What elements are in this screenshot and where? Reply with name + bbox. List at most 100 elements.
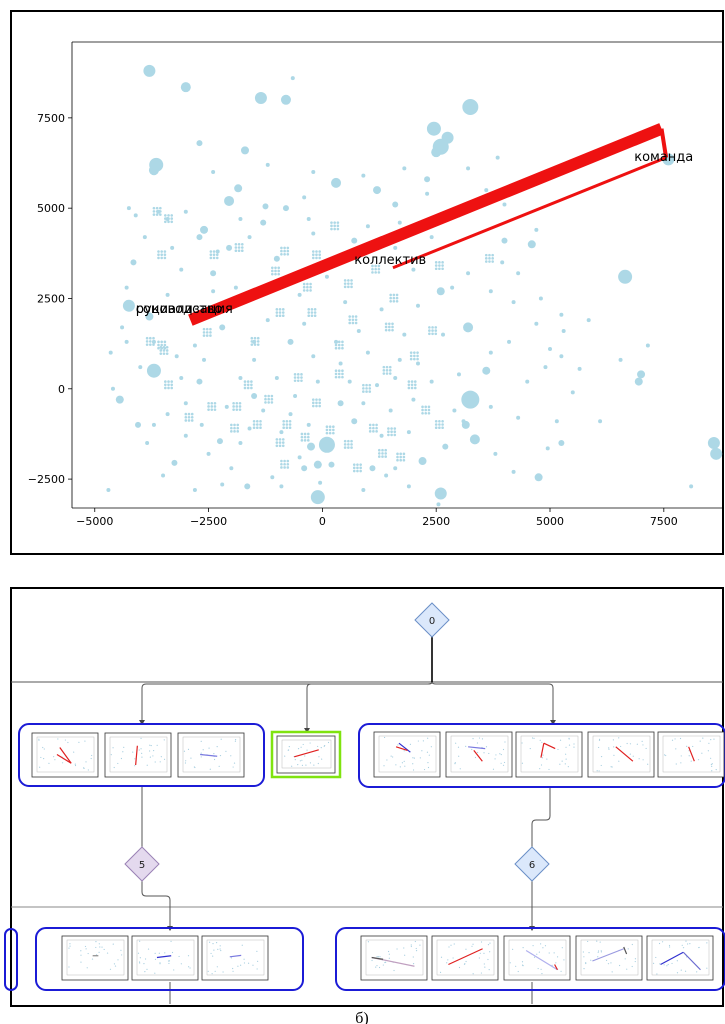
plot-thumbnail[interactable]: [61, 935, 129, 981]
plot-thumbnail[interactable]: [201, 935, 269, 981]
plot-thumbnail[interactable]: [360, 935, 428, 981]
thumbnail-dot: [710, 757, 712, 759]
node-6[interactable]: 6: [514, 846, 550, 882]
data-point: [235, 401, 239, 405]
plot-thumbnail[interactable]: [373, 731, 441, 778]
thumbnail-dot: [112, 747, 114, 749]
data-point: [318, 436, 335, 453]
data-point: [157, 346, 160, 350]
data-point: [410, 383, 414, 387]
thumbnail-dot: [154, 958, 157, 960]
data-point: [347, 443, 350, 446]
data-point: [402, 166, 407, 171]
data-point: [461, 419, 466, 424]
thumbnail-dot: [509, 962, 511, 964]
thumbnail-dot: [376, 956, 378, 958]
thumbnail-dot: [95, 946, 97, 949]
data-point: [230, 426, 233, 430]
data-point: [332, 425, 335, 429]
data-point: [196, 140, 203, 147]
data-point: [411, 267, 416, 272]
data-point: [311, 256, 315, 260]
data-point: [388, 325, 391, 329]
thumbnail-dot: [233, 762, 236, 764]
plot-thumbnail[interactable]: [104, 732, 172, 778]
data-point: [120, 325, 125, 330]
data-point: [381, 455, 384, 458]
plot-thumbnail[interactable]: [515, 731, 583, 778]
plot-thumbnail[interactable]: [503, 935, 571, 981]
plot-thumbnail[interactable]: [575, 935, 643, 981]
plot-thumbnail[interactable]: [31, 732, 99, 778]
data-point: [388, 369, 392, 372]
thumbnail-axes: [281, 739, 332, 769]
node-5[interactable]: 5: [124, 846, 160, 882]
data-point: [303, 435, 307, 439]
thumbnail-group[interactable]: [18, 723, 265, 787]
data-point: [310, 311, 314, 314]
thumbnail-dot: [487, 958, 489, 961]
thumbnail-dot: [207, 970, 209, 972]
plot-thumbnail[interactable]: [587, 731, 655, 778]
data-point: [275, 444, 279, 448]
data-point: [315, 250, 318, 253]
data-point: [165, 352, 169, 355]
thumbnail-group[interactable]: [335, 927, 725, 991]
thumbnail-dot: [382, 964, 384, 966]
thumbnail-dot: [557, 748, 559, 751]
data-point: [389, 293, 392, 297]
thumbnail-dot: [668, 946, 671, 948]
data-point: [365, 224, 370, 229]
thumbnail-dot: [149, 756, 151, 758]
data-point: [293, 379, 297, 383]
data-point: [390, 433, 393, 437]
data-point: [441, 426, 444, 430]
thumbnail-group[interactable]: [358, 723, 725, 788]
data-point: [296, 379, 300, 383]
data-point: [368, 387, 372, 390]
data-point: [247, 426, 252, 431]
plot-thumbnail[interactable]: [276, 735, 336, 774]
thumbnail-dot: [168, 962, 170, 965]
data-point: [270, 394, 274, 398]
data-point: [391, 322, 394, 326]
thumbnail-dot: [232, 970, 234, 972]
thumbnail-dot: [173, 969, 175, 971]
thumbnail-dot: [241, 944, 243, 946]
thumbnail-edge: [615, 746, 634, 762]
thumbnail-dot: [138, 749, 140, 751]
plot-thumbnail[interactable]: [445, 731, 513, 778]
thumbnail-dot: [257, 960, 259, 963]
thumbnail-dot: [546, 758, 548, 760]
thumbnail-dot: [91, 958, 94, 960]
data-point: [337, 375, 341, 379]
thumbnail-frame: [587, 731, 655, 778]
plot-thumbnail[interactable]: [646, 935, 714, 981]
thumbnail-dot: [688, 750, 690, 752]
data-point: [434, 487, 447, 500]
plot-thumbnail[interactable]: [177, 732, 245, 778]
thumbnail-dot: [611, 971, 613, 973]
edge-line: [392, 156, 667, 270]
thumbnail-dot: [423, 768, 426, 771]
thumbnail-dot: [598, 738, 601, 741]
thumbnail-axes: [365, 939, 424, 976]
thumbnail-dot: [568, 744, 571, 746]
thumbnail-dot: [665, 754, 667, 757]
thumbnail-dot: [410, 945, 412, 948]
data-point: [318, 480, 323, 485]
thumbnail-dot: [43, 757, 45, 760]
thumbnail-group-partial[interactable]: [4, 928, 18, 991]
thumbnail-dot: [701, 752, 703, 754]
thumbnail-dot: [619, 964, 621, 967]
thumbnail-dot: [480, 972, 483, 974]
thumbnail-group[interactable]: [35, 927, 304, 991]
plot-thumbnail[interactable]: [657, 731, 725, 778]
plot-thumbnail[interactable]: [431, 935, 499, 981]
thumbnail-dot: [234, 740, 237, 742]
plot-thumbnail[interactable]: [131, 935, 199, 981]
thumbnail-dot: [194, 766, 196, 769]
node-0[interactable]: 0: [414, 602, 450, 638]
highlighted-thumbnail-frame[interactable]: [270, 730, 342, 779]
